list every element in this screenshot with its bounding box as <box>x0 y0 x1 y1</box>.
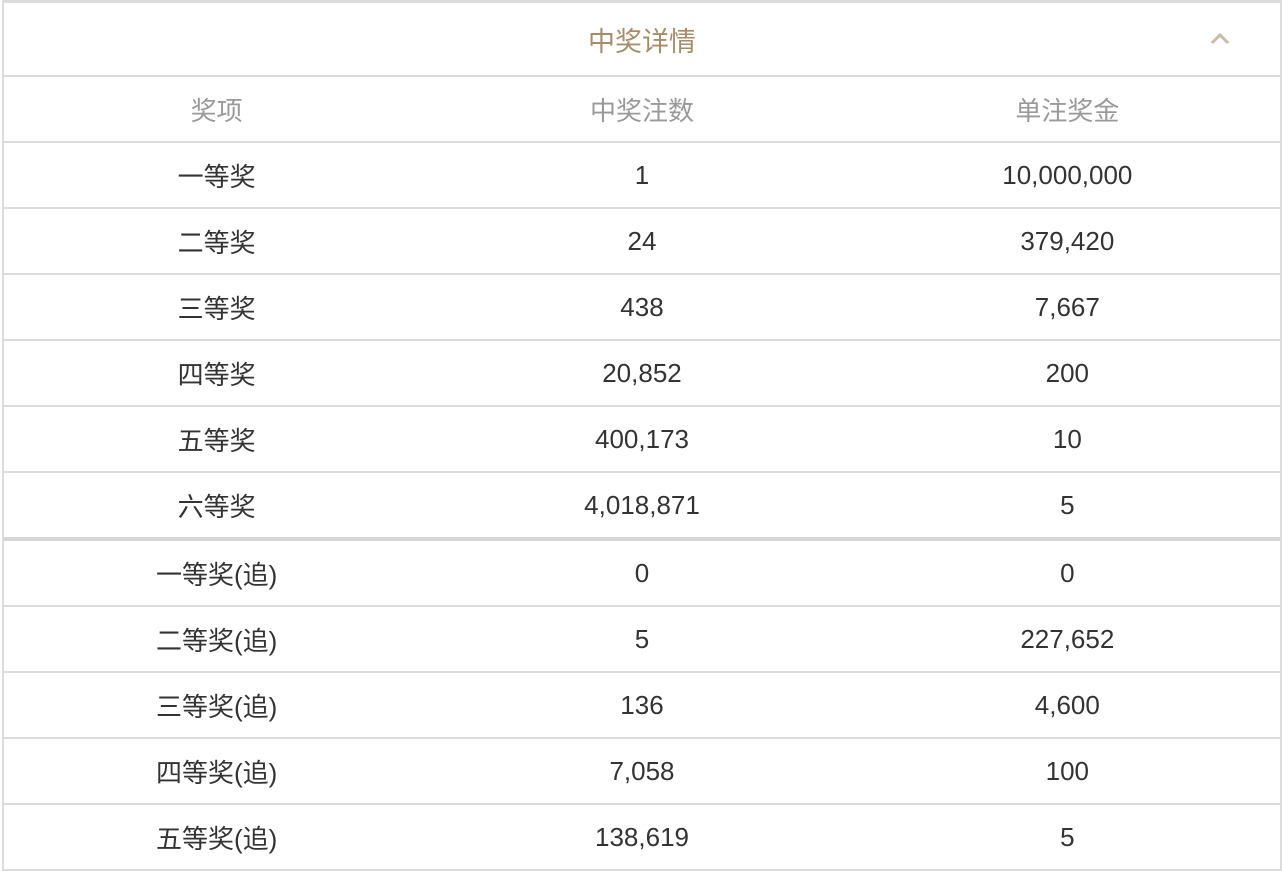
table-row: 一等奖 1 10,000,000 <box>4 143 1280 209</box>
winner-count: 4,018,871 <box>584 489 700 520</box>
prize-level: 三等奖(追) <box>156 691 278 722</box>
table-row: 五等奖 400,173 10 <box>4 407 1280 473</box>
prize-amount: 227,652 <box>1020 623 1115 654</box>
prize-level: 五等奖 <box>177 425 256 456</box>
prize-level: 一等奖 <box>177 161 256 192</box>
winner-count: 438 <box>620 291 664 322</box>
table-row: 一等奖(追) 0 0 <box>4 541 1280 607</box>
table-row: 四等奖 20,852 200 <box>4 341 1280 407</box>
prize-level: 六等奖 <box>177 491 256 522</box>
winner-count: 136 <box>620 689 664 720</box>
winner-count: 5 <box>634 623 650 654</box>
winner-count: 400,173 <box>595 423 689 454</box>
prize-level: 四等奖 <box>177 359 256 390</box>
prize-amount: 200 <box>1045 357 1090 388</box>
column-header: 中奖注数 <box>589 95 694 126</box>
prize-amount: 5 <box>1060 489 1075 520</box>
prize-amount: 379,420 <box>1020 225 1115 256</box>
winner-count: 1 <box>634 159 650 190</box>
table-row: 二等奖 24 379,420 <box>4 209 1280 275</box>
prize-level: 五等奖(追) <box>156 823 278 854</box>
column-header: 奖项 <box>190 95 243 126</box>
table-row: 二等奖(追) 5 227,652 <box>4 607 1280 673</box>
prize-amount: 100 <box>1045 755 1090 786</box>
table-row: 三等奖 438 7,667 <box>4 275 1280 341</box>
prize-level: 四等奖(追) <box>156 757 278 788</box>
prize-amount: 4,600 <box>1034 689 1100 720</box>
prize-amount: 10 <box>1052 423 1082 454</box>
column-header: 单注奖金 <box>1015 95 1120 126</box>
table-row: 六等奖 4,018,871 5 <box>4 473 1280 541</box>
prize-level: 一等奖(追) <box>156 559 278 590</box>
table-row: 五等奖(追) 138,619 5 <box>4 805 1280 869</box>
prize-amount: 7,667 <box>1034 291 1100 322</box>
winner-count: 7,058 <box>609 755 675 786</box>
winner-count: 0 <box>634 557 650 588</box>
prize-level: 二等奖 <box>177 227 256 258</box>
chevron-up-icon[interactable] <box>1210 29 1230 49</box>
prize-level: 二等奖(追) <box>156 625 278 656</box>
table-row: 四等奖(追) 7,058 100 <box>4 739 1280 805</box>
winner-count: 24 <box>627 225 657 256</box>
prize-amount: 5 <box>1060 821 1075 852</box>
panel-title: 中奖详情 <box>588 26 696 57</box>
winner-count: 20,852 <box>602 357 682 388</box>
table-row: 三等奖(追) 136 4,600 <box>4 673 1280 739</box>
prize-amount: 0 <box>1060 557 1075 588</box>
panel-header[interactable]: 中奖详情 <box>4 3 1280 77</box>
prize-amount: 10,000,000 <box>1002 159 1133 190</box>
table-body: 一等奖 1 10,000,000 二等奖 24 379,420 三等奖 438 7,667 四等奖… <box>4 143 1280 869</box>
prize-level: 三等奖 <box>177 293 256 324</box>
winner-count: 138,619 <box>595 821 689 852</box>
table-header: 奖项 中奖注数 单注奖金 <box>4 77 1280 143</box>
